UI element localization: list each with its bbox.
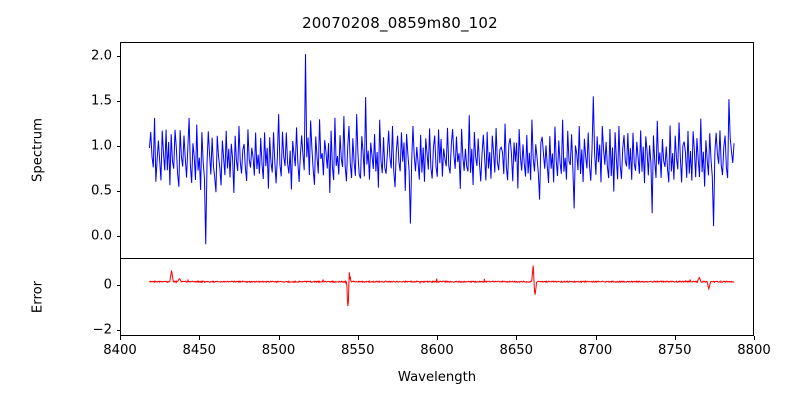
xtick-mark-8550: [357, 336, 359, 340]
error-line-series: [121, 259, 753, 335]
xtick-mark-8800: [754, 336, 756, 340]
error-ytick-label-0: 0: [103, 277, 112, 293]
figure-title: 20070208_0859m80_102: [302, 14, 498, 32]
xtick-mark-8500: [278, 336, 280, 340]
xtick-label-8800: 8800: [737, 343, 771, 358]
xtick-mark-8600: [437, 336, 439, 340]
xtick-label-8400: 8400: [103, 343, 137, 358]
spectrum-ytick-mark-0.5: [116, 191, 120, 193]
xtick-label-8600: 8600: [420, 343, 454, 358]
xtick-mark-8700: [595, 336, 597, 340]
spectrum-ytick-label-1.5: 1.5: [91, 93, 112, 109]
xtick-label-8700: 8700: [578, 343, 613, 358]
xtick-label-8650: 8650: [499, 343, 534, 358]
xtick-label-8500: 8500: [261, 343, 296, 358]
spectrum-ytick-mark-1.5: [116, 101, 120, 103]
spectrum-ytick-mark-2.0: [116, 56, 120, 58]
xtick-label-8550: 8550: [340, 343, 375, 358]
xtick-label-8750: 8750: [657, 343, 692, 358]
spectrum-plot-panel: [120, 42, 754, 259]
spectrum-line-series: [121, 43, 753, 258]
xtick-label-8450: 8450: [182, 343, 217, 358]
error-ytick-mark-0: [116, 285, 120, 287]
spectrum-ytick-label-0.5: 0.5: [91, 183, 112, 199]
spectrum-trace: [149, 54, 734, 244]
error-ytick-label--2: −2: [92, 322, 112, 338]
spectrum-ytick-mark-0.0: [116, 236, 120, 238]
x-axis-label: Wavelength: [397, 370, 477, 385]
xtick-mark-8650: [516, 336, 518, 340]
xtick-mark-8400: [120, 336, 122, 340]
spectrum-ytick-label-1.0: 1.0: [91, 138, 112, 154]
xtick-mark-8450: [199, 336, 201, 340]
error-axis-label: Error: [30, 280, 46, 314]
spectrum-ytick-label-2.0: 2.0: [91, 48, 112, 64]
error-ytick-mark--2: [116, 330, 120, 332]
spectrum-axis-label: Spectrum: [30, 118, 46, 182]
error-trace: [149, 265, 734, 306]
xtick-mark-8750: [674, 336, 676, 340]
spectrum-ytick-mark-1.0: [116, 146, 120, 148]
error-plot-panel: [120, 258, 754, 336]
spectrum-ytick-label-0.0: 0.0: [91, 228, 112, 244]
